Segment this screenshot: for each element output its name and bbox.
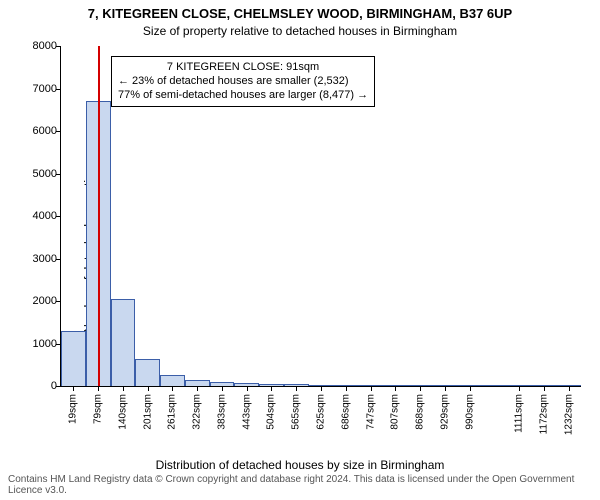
x-tick-mark — [445, 386, 446, 391]
x-tick-label: 1172sqm — [538, 394, 549, 434]
y-tick-mark — [56, 259, 61, 260]
y-tick-label: 8000 — [23, 40, 57, 52]
x-tick-mark — [519, 386, 520, 391]
x-tick-label: 1111sqm — [514, 394, 525, 433]
x-tick-label: 929sqm — [439, 394, 450, 430]
y-tick-label: 0 — [23, 380, 57, 392]
y-tick-label: 5000 — [23, 168, 57, 180]
x-tick-mark — [371, 386, 372, 391]
x-tick-label: 868sqm — [415, 394, 426, 430]
y-tick-mark — [56, 386, 61, 387]
histogram-bar — [61, 331, 86, 386]
y-tick-mark — [56, 174, 61, 175]
x-tick-mark — [197, 386, 198, 391]
x-tick-mark — [247, 386, 248, 391]
x-axis-label: Distribution of detached houses by size … — [0, 458, 600, 472]
x-tick-label: 383sqm — [216, 394, 227, 430]
x-tick-mark — [172, 386, 173, 391]
x-tick-mark — [148, 386, 149, 391]
x-tick-label: 443sqm — [241, 394, 252, 430]
x-tick-mark — [346, 386, 347, 391]
x-tick-label: 504sqm — [266, 394, 277, 430]
annotation-line2: ← 23% of detached houses are smaller (2,… — [118, 75, 368, 89]
x-tick-mark — [98, 386, 99, 391]
x-tick-mark — [271, 386, 272, 391]
histogram-bar — [160, 375, 185, 386]
histogram-bar — [482, 385, 507, 386]
x-tick-label: 261sqm — [167, 394, 178, 430]
y-tick-label: 2000 — [23, 295, 57, 307]
x-tick-label: 565sqm — [291, 394, 302, 430]
annotation-line1: 7 KITEGREEN CLOSE: 91sqm — [118, 61, 368, 75]
x-tick-mark — [321, 386, 322, 391]
y-tick-mark — [56, 131, 61, 132]
histogram-bar — [135, 359, 160, 386]
x-tick-mark — [123, 386, 124, 391]
x-tick-mark — [544, 386, 545, 391]
histogram-bar — [111, 299, 136, 386]
x-tick-mark — [222, 386, 223, 391]
plot-area: 7 KITEGREEN CLOSE: 91sqm ← 23% of detach… — [60, 46, 581, 387]
y-tick-label: 6000 — [23, 125, 57, 137]
x-tick-label: 201sqm — [142, 394, 153, 430]
x-tick-label: 1232sqm — [563, 394, 574, 435]
y-tick-mark — [56, 46, 61, 47]
x-tick-label: 322sqm — [192, 394, 203, 430]
chart-title-sub: Size of property relative to detached ho… — [0, 24, 600, 38]
y-tick-mark — [56, 301, 61, 302]
x-tick-mark — [296, 386, 297, 391]
x-tick-mark — [470, 386, 471, 391]
x-tick-label: 79sqm — [93, 394, 104, 424]
x-tick-label: 990sqm — [464, 394, 475, 430]
x-tick-mark — [395, 386, 396, 391]
x-tick-label: 19sqm — [68, 394, 79, 424]
x-tick-label: 807sqm — [390, 394, 401, 430]
y-tick-label: 3000 — [23, 253, 57, 265]
chart-title-main: 7, KITEGREEN CLOSE, CHELMSLEY WOOD, BIRM… — [0, 6, 600, 21]
x-tick-label: 625sqm — [316, 394, 327, 430]
footer-note: Contains HM Land Registry data © Crown c… — [8, 474, 592, 496]
annotation-line3: 77% of semi-detached houses are larger (… — [118, 89, 368, 103]
y-tick-label: 4000 — [23, 210, 57, 222]
x-tick-mark — [569, 386, 570, 391]
x-tick-mark — [420, 386, 421, 391]
x-tick-mark — [73, 386, 74, 391]
x-tick-label: 140sqm — [117, 394, 128, 430]
y-tick-mark — [56, 89, 61, 90]
y-tick-label: 1000 — [23, 338, 57, 350]
x-tick-label: 747sqm — [365, 394, 376, 430]
y-tick-label: 7000 — [23, 83, 57, 95]
annotation-box: 7 KITEGREEN CLOSE: 91sqm ← 23% of detach… — [111, 56, 375, 107]
x-tick-label: 686sqm — [340, 394, 351, 430]
marker-line — [98, 46, 100, 386]
chart-container: 7, KITEGREEN CLOSE, CHELMSLEY WOOD, BIRM… — [0, 0, 600, 500]
y-tick-mark — [56, 216, 61, 217]
